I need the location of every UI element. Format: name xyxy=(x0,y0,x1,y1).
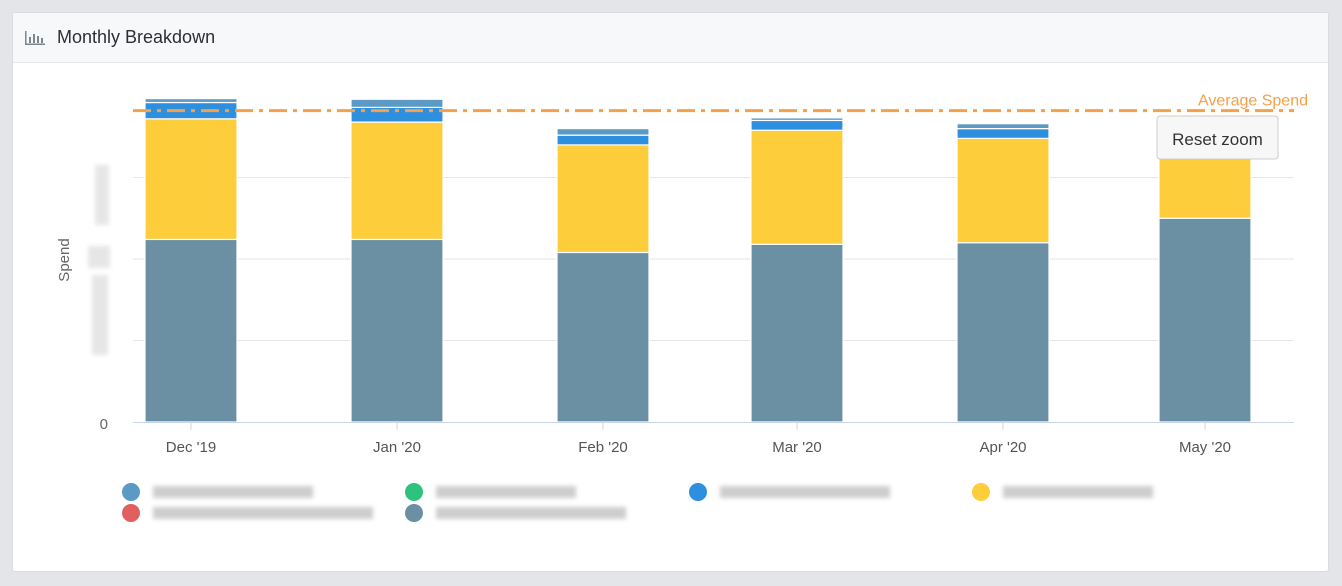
legend-swatch[interactable] xyxy=(122,483,140,501)
bar-segment[interactable] xyxy=(350,121,444,241)
x-tick-label: Apr '20 xyxy=(979,439,1026,456)
y-axis-label: Spend xyxy=(56,238,73,281)
bar-segment[interactable] xyxy=(350,238,444,423)
legend-label-obscured[interactable] xyxy=(436,507,626,519)
card-title: Monthly Breakdown xyxy=(57,27,216,47)
legend-label-obscured[interactable] xyxy=(1003,486,1153,498)
reset-zoom-button[interactable] xyxy=(1156,115,1279,160)
bar-segment[interactable] xyxy=(144,118,238,241)
card-header: Monthly Breakdown xyxy=(13,13,1328,63)
bar-segment[interactable] xyxy=(750,117,844,122)
bar-segment[interactable] xyxy=(144,238,238,423)
legend-swatch[interactable] xyxy=(405,504,423,522)
bar-segment[interactable] xyxy=(556,134,650,146)
bar-segment[interactable] xyxy=(750,119,844,131)
bar-segment[interactable] xyxy=(1158,217,1252,423)
bar-segment[interactable] xyxy=(1158,157,1252,219)
bar-segment[interactable] xyxy=(350,98,444,109)
reset-zoom-label[interactable]: Reset zoom xyxy=(1172,130,1263,149)
legend-label-obscured[interactable] xyxy=(153,507,373,519)
x-tick-label: Jan '20 xyxy=(373,439,421,456)
bar-segment[interactable] xyxy=(144,98,238,104)
x-tick-label: Dec '19 xyxy=(166,439,216,456)
bar-segment[interactable] xyxy=(956,242,1050,423)
x-tick-label: Mar '20 xyxy=(772,439,822,456)
bar-segment[interactable] xyxy=(556,144,650,254)
legend-label-obscured[interactable] xyxy=(436,486,576,498)
y-tick-label: 0 xyxy=(100,416,108,433)
y-tick-label-obscured xyxy=(88,246,110,268)
bar-segment[interactable] xyxy=(556,128,650,136)
legend-swatch[interactable] xyxy=(972,483,990,501)
bar-segment[interactable] xyxy=(750,243,844,423)
legend-swatch[interactable] xyxy=(689,483,707,501)
x-tick-label: May '20 xyxy=(1179,439,1231,456)
y-tick-label-obscured xyxy=(95,165,109,225)
legend-label-obscured[interactable] xyxy=(720,486,890,498)
average-spend-label: Average Spend xyxy=(1198,93,1308,110)
y-tick-label-obscured xyxy=(92,275,108,355)
legend-swatch[interactable] xyxy=(405,483,423,501)
x-tick-label: Feb '20 xyxy=(578,439,628,456)
legend-swatch[interactable] xyxy=(122,504,140,522)
bar-segment[interactable] xyxy=(750,129,844,245)
bar-segment[interactable] xyxy=(956,123,1050,130)
legend-label-obscured[interactable] xyxy=(153,486,313,498)
bar-chart-icon xyxy=(25,27,47,49)
bar-segment[interactable] xyxy=(956,137,1050,244)
bar-segment[interactable] xyxy=(956,128,1050,139)
bar-segment[interactable] xyxy=(556,251,650,423)
